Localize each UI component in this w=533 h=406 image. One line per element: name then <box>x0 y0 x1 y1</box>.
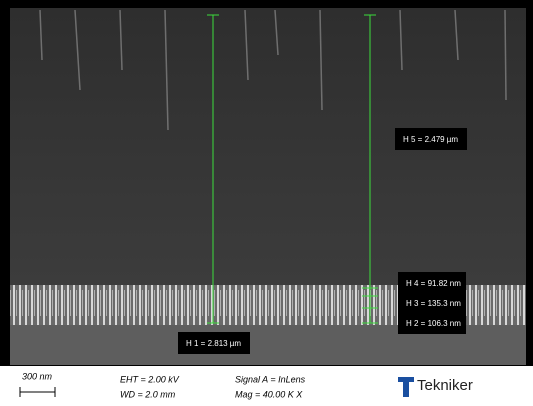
eht: EHT = 2.00 kV <box>120 374 180 384</box>
measure-label: H 5 = 2.479 µm <box>403 135 458 144</box>
sem-screenshot: H 5 = 2.479 µm H 4 = 91.82 nm H 3 = 135.3 … <box>0 0 533 406</box>
logo-mark <box>398 377 414 397</box>
info-bar: 300 nm EHT = 2.00 kV WD = 2.0 mm Signal … <box>20 371 473 399</box>
measure-label: H 2 = 106.3 nm <box>406 319 461 328</box>
measure-label: H 1 = 2.813 µm <box>186 339 241 348</box>
wd: WD = 2.0 mm <box>120 389 176 399</box>
scale-bar-label: 300 nm <box>22 371 53 381</box>
measure-label: H 4 = 91.82 nm <box>406 279 461 288</box>
signal: Signal A = InLens <box>235 374 306 384</box>
scale-bar <box>20 387 55 397</box>
measure-label: H 3 = 135.3 nm <box>406 299 461 308</box>
mag: Mag = 40.00 K X <box>235 389 303 399</box>
logo-text: Tekniker <box>417 377 473 394</box>
